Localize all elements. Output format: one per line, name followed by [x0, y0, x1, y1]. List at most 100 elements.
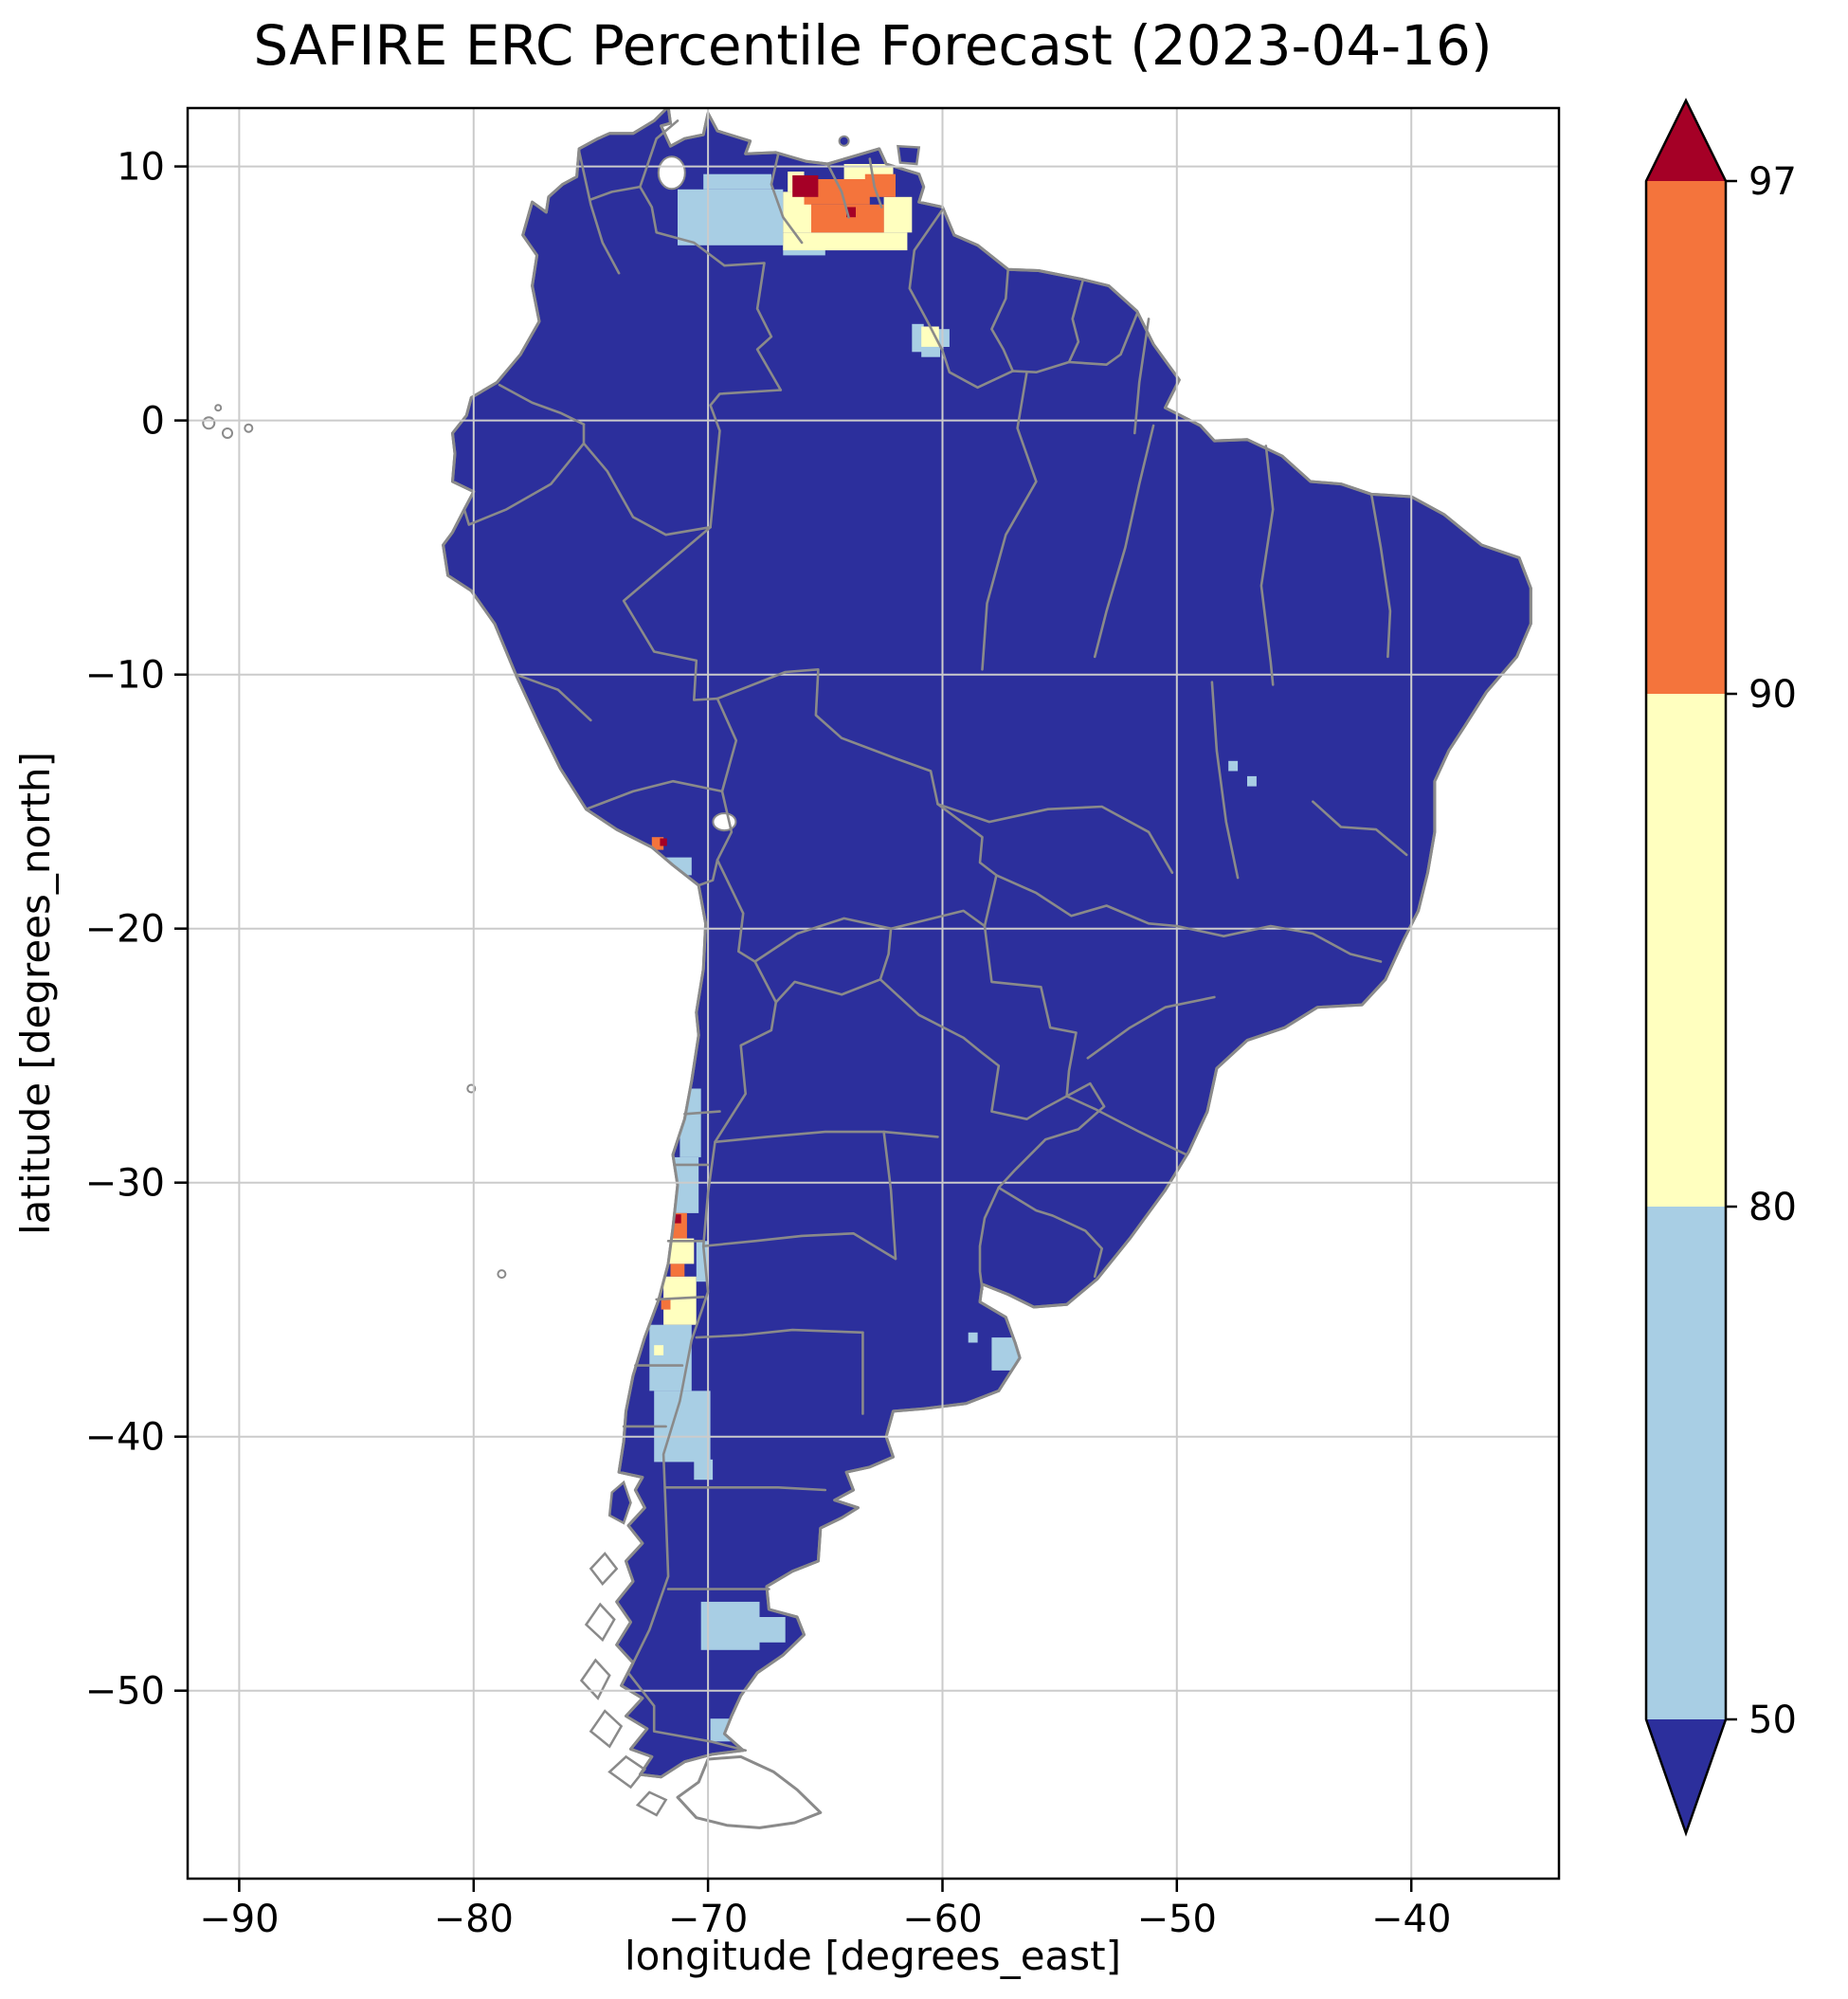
fjord-island — [635, 1790, 668, 1817]
colorbar-segment — [1646, 694, 1726, 1207]
island-trinidad — [897, 144, 921, 166]
heatmap-cell-50_80 — [968, 1332, 978, 1343]
fjord-island — [579, 1658, 611, 1700]
admin-boundary — [825, 162, 850, 219]
small-island — [214, 404, 223, 412]
x-tick-label: −50 — [1137, 1898, 1217, 1941]
admin-boundary — [655, 1296, 705, 1301]
admin-boundary — [978, 1186, 1001, 1291]
heatmap-cell-80_90 — [883, 196, 913, 233]
small-island — [222, 427, 233, 439]
colorbar-tick-label: 90 — [1748, 673, 1797, 717]
small-island — [497, 1269, 507, 1280]
x-tick-label: −80 — [434, 1898, 514, 1941]
y-tick-label: −50 — [85, 1670, 165, 1714]
admin-boundary — [770, 152, 804, 245]
plot-title: SAFIRE ERC Percentile Forecast (2023-04-… — [253, 13, 1492, 78]
small-island — [202, 416, 216, 430]
admin-boundary — [498, 383, 586, 427]
heatmap-cell-50_80 — [937, 329, 950, 347]
admin-boundary — [1086, 995, 1216, 1060]
admin-boundary — [585, 779, 724, 811]
admin-boundary — [714, 1130, 939, 1144]
lake — [712, 812, 737, 832]
y-tick-label: −30 — [85, 1162, 165, 1206]
y-tick-label: −10 — [85, 654, 165, 698]
heatmap-cell-over_97 — [792, 175, 819, 197]
heatmap-cell-50_80 — [921, 345, 940, 357]
heatmap-cell-90_97 — [661, 1299, 671, 1310]
heatmap-cell-80_90 — [654, 1345, 664, 1355]
heatmap-cell-50_80 — [700, 1601, 760, 1650]
heatmap-cell-50_80 — [1228, 760, 1239, 772]
admin-boundary — [462, 442, 586, 526]
x-tick-label: −90 — [199, 1898, 279, 1941]
admin-boundary — [716, 667, 998, 928]
colorbar-arrow-over — [1646, 100, 1726, 181]
heatmap-cell-over_97 — [660, 838, 667, 846]
admin-boundary — [997, 1186, 1103, 1279]
heatmap-cell-80_90 — [783, 232, 908, 251]
fjord-island — [607, 1754, 647, 1790]
admin-boundary — [879, 978, 1068, 1120]
plot-frame — [186, 106, 1561, 1881]
admin-boundary — [882, 1130, 897, 1261]
admin-boundaries — [462, 119, 1408, 1752]
island-chiloe — [607, 1480, 632, 1525]
admin-boundary — [753, 917, 893, 963]
heatmap-cell-50_80 — [1247, 775, 1257, 787]
heatmap-cell-50_80 — [694, 1459, 714, 1481]
axis-ticks: −90 −80 −70 −60 −50 −40 10 0 −10 −20 −30 −40 −50 — [85, 146, 1452, 1941]
admin-boundary — [1175, 924, 1383, 963]
x-tick-label: −70 — [668, 1898, 748, 1941]
x-axis-label: longitude [degrees_east] — [625, 1933, 1121, 1979]
heatmap-cell-over_97 — [673, 1214, 681, 1224]
y-axis-label: latitude [degrees_north] — [12, 752, 59, 1235]
admin-boundary — [1093, 424, 1155, 659]
admin-boundary — [582, 423, 712, 536]
heatmap-cell-50_80 — [703, 173, 771, 190]
lake — [657, 155, 686, 191]
admin-boundary — [683, 1110, 721, 1116]
heatmap-cell-80_90 — [668, 1238, 695, 1264]
x-tick-label: −60 — [902, 1898, 982, 1941]
colorbar-arrow-under — [1646, 1719, 1726, 1833]
colorbar-segment — [1646, 1207, 1726, 1719]
island-tierra-del-fuego — [676, 1754, 823, 1829]
admin-boundary — [577, 150, 621, 275]
admin-boundary — [1312, 800, 1408, 857]
colorbar: 97 90 80 50 — [1644, 98, 1797, 1837]
admin-boundary — [1067, 278, 1085, 364]
admin-boundary — [990, 267, 1014, 373]
admin-boundary — [695, 1328, 864, 1339]
y-tick-label: 10 — [117, 146, 165, 190]
small-island — [838, 135, 850, 147]
fjord-island — [589, 1552, 619, 1587]
y-tick-label: −40 — [85, 1416, 165, 1460]
admin-boundary — [589, 185, 642, 201]
admin-boundary — [664, 1486, 827, 1492]
fjord-island — [589, 1709, 624, 1749]
admin-boundary — [995, 874, 1179, 928]
admin-boundary — [868, 157, 883, 209]
y-tick-label: −20 — [85, 908, 165, 952]
colorbar-tick-label: 80 — [1748, 1186, 1797, 1229]
x-tick-label: −40 — [1371, 1898, 1451, 1941]
heatmap-cell-50_80 — [759, 1617, 786, 1643]
heatmap-cell-50_80 — [649, 1324, 692, 1391]
colorbar-tick-label: 50 — [1748, 1699, 1797, 1742]
plot-root: −90 −80 −70 −60 −50 −40 10 0 −10 −20 −30 −40 −50 97 90… — [85, 98, 1797, 1941]
heatmap-cell-50_80 — [678, 189, 784, 245]
admin-boundary — [1259, 445, 1275, 686]
admin-boundary — [697, 697, 738, 887]
admin-boundary — [1210, 681, 1240, 880]
heatmap-cell-80_90 — [921, 326, 939, 347]
admin-boundary — [981, 371, 1038, 671]
admin-boundary — [622, 525, 719, 701]
admin-boundary — [709, 389, 783, 529]
admin-boundary — [908, 208, 944, 353]
admin-boundary — [514, 673, 592, 722]
admin-boundary — [639, 119, 783, 391]
